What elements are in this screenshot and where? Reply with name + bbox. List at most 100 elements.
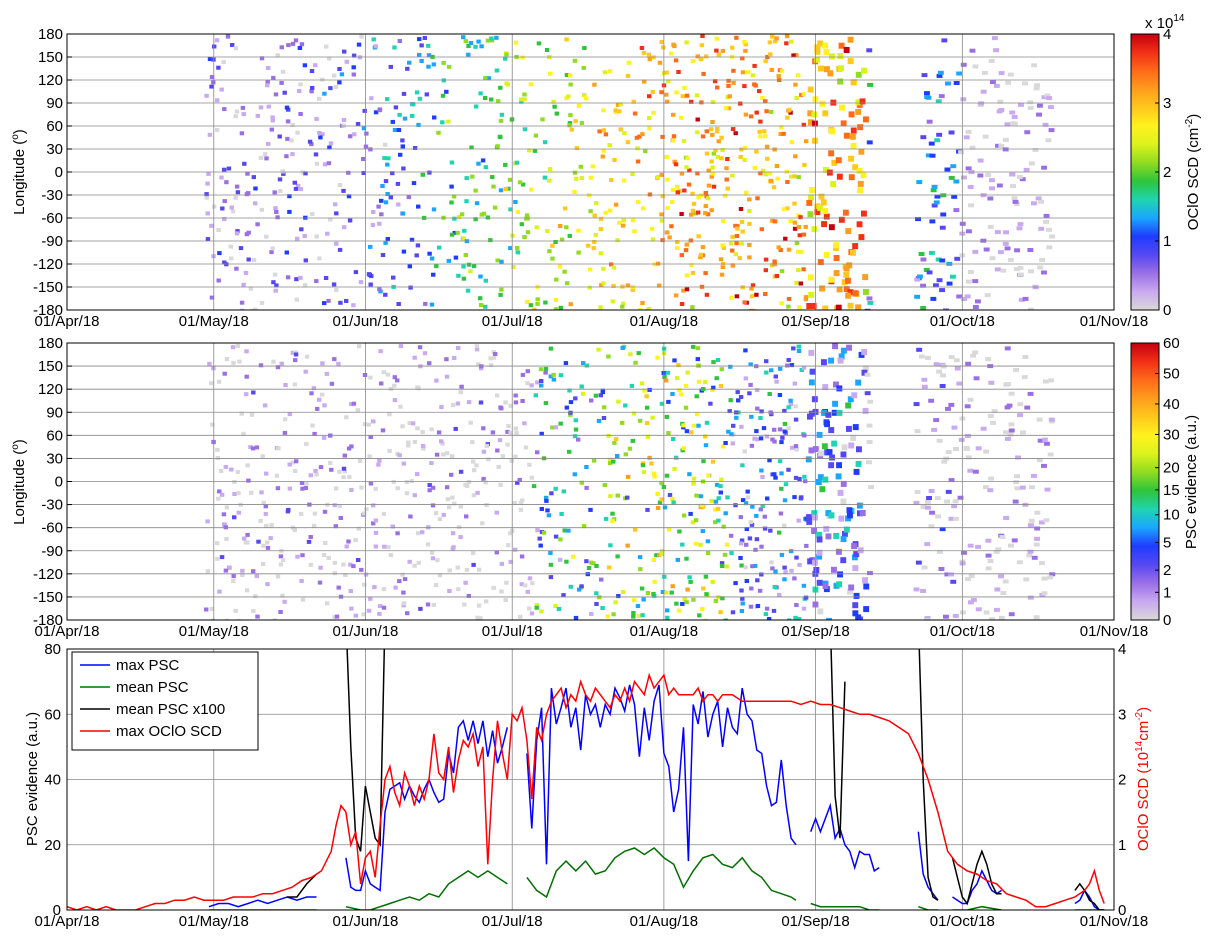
heatmap-cell-middle-704	[691, 597, 696, 602]
heatmap-cell-top-208	[351, 65, 356, 70]
heatmap-cell-middle-288	[412, 563, 417, 568]
heatmap-cell-middle-1077	[859, 510, 866, 516]
heatmap-cell-middle-9	[209, 381, 214, 386]
colorbar-middle-bar	[1130, 342, 1160, 621]
heatmap-cell-top-1016	[847, 302, 854, 309]
heatmap-cell-top-1147	[977, 158, 984, 163]
heatmap-cell-top-225	[369, 96, 374, 101]
heatmap-cell-top-735	[713, 148, 718, 153]
heatmap-cell-middle-955	[805, 456, 812, 463]
heatmap-cell-top-414	[506, 186, 511, 191]
heatmap-cell-top-687	[693, 211, 698, 216]
heatmap-cell-top-116	[284, 105, 290, 110]
heatmap-cell-top-1125	[966, 229, 972, 234]
heatmap-cell-middle-769	[718, 484, 723, 489]
heatmap-cell-middle-10	[210, 422, 215, 427]
heatmap-cell-middle-381	[476, 567, 482, 572]
heatmap-cell-top-209	[353, 270, 359, 275]
heatmap-cell-middle-15	[217, 489, 222, 494]
heatmap-cell-middle-1084	[866, 460, 872, 465]
x-ticks-top: 01/Apr/18 01/May/18 01/Jun/18 01/Jul/18 01/A…	[34, 313, 1148, 330]
heatmap-cell-top-7	[204, 192, 209, 197]
heatmap-cell-middle-454	[525, 381, 530, 386]
heatmap-cell-top-1139	[972, 64, 979, 69]
heatmap-cell-top-1095	[939, 288, 945, 293]
heatmap-cell-middle-630	[652, 474, 657, 479]
heatmap-cell-top-930	[801, 232, 807, 237]
heatmap-cell-middle-980	[816, 531, 823, 538]
heatmap-cell-middle-754	[714, 482, 720, 487]
heatmap-cell-middle-30	[223, 568, 229, 573]
heatmap-cell-middle-1220	[1014, 486, 1021, 491]
heatmap-cell-middle-547	[594, 564, 599, 568]
heatmap-cell-top-201	[341, 118, 347, 122]
heatmap-cell-top-1129	[964, 294, 971, 299]
heatmap-cell-top-1201	[1019, 177, 1026, 182]
heatmap-cell-top-46	[233, 46, 239, 51]
heatmap-cell-middle-945	[803, 595, 809, 600]
heatmap-cell-top-179	[327, 145, 332, 150]
heatmap-cell-middle-715	[694, 394, 699, 399]
heatmap-cell-top-707	[698, 57, 703, 62]
heatmap-cell-top-317	[432, 115, 437, 120]
heatmap-cell-middle-1255	[1036, 417, 1043, 422]
heatmap-cell-middle-716	[697, 613, 702, 618]
heatmap-cell-top-1149	[981, 70, 988, 75]
heatmap-cell-top-1050	[866, 140, 873, 145]
heatmap-cell-top-604	[650, 226, 655, 231]
heatmap-cell-top-324	[440, 120, 445, 125]
heatmap-cell-top-135	[292, 180, 297, 185]
heatmap-cell-top-1067	[920, 306, 927, 310]
heatmap-cell-top-37	[226, 166, 232, 171]
heatmap-cell-top-544	[601, 128, 606, 133]
heatmap-cell-middle-139	[304, 354, 310, 359]
heatmap-cell-top-375	[478, 274, 483, 279]
heatmap-cell-top-512	[579, 121, 585, 125]
heatmap-cell-top-911	[796, 249, 801, 254]
heatmap-cell-middle-484	[543, 495, 549, 500]
heatmap-cell-top-556	[611, 284, 616, 288]
heatmap-cell-top-629	[666, 79, 671, 84]
heatmap-cell-top-449	[527, 148, 532, 153]
heatmap-cell-middle-585	[623, 403, 628, 408]
heatmap-cell-middle-1127	[941, 459, 948, 464]
heatmap-cell-top-796	[739, 219, 745, 224]
heatmap-cell-middle-1016	[833, 381, 839, 388]
heatmap-cell-middle-151	[313, 468, 318, 473]
heatmap-cell-middle-729	[701, 459, 706, 464]
heatmap-cell-middle-1072	[855, 460, 862, 467]
heatmap-cell-top-881	[783, 236, 788, 241]
heatmap-cell-middle-343	[451, 545, 456, 550]
heatmap-cell-middle-1111	[929, 510, 935, 515]
heatmap-cell-top-109	[277, 134, 282, 139]
heatmap-cell-middle-899	[782, 577, 787, 582]
heatmap-cell-top-230	[368, 244, 373, 249]
heatmap-cell-top-355	[466, 262, 472, 267]
heatmap-cell-top-1173	[998, 144, 1005, 148]
heatmap-cell-middle-849	[757, 588, 763, 593]
heatmap-cell-middle-246	[377, 604, 383, 608]
heatmap-cell-top-129	[295, 183, 301, 188]
heatmap-cell-top-527	[593, 232, 598, 237]
heatmap-cell-top-86	[266, 66, 271, 70]
heatmap-cell-top-909	[794, 280, 799, 285]
heatmap-cell-top-128	[287, 194, 292, 199]
heatmap-cell-top-332	[444, 89, 449, 94]
heatmap-cell-top-550	[611, 265, 617, 270]
heatmap-cell-middle-1169	[967, 468, 974, 473]
heatmap-cell-middle-786	[730, 441, 735, 446]
heatmap-cell-middle-379	[474, 463, 479, 468]
heatmap-cell-middle-1133	[945, 489, 952, 494]
heatmap-cell-top-569	[621, 218, 626, 223]
heatmap-cell-top-1022	[852, 164, 859, 171]
heatmap-cell-middle-1229	[1016, 560, 1023, 565]
heatmap-cell-top-814	[748, 114, 754, 119]
heatmap-cell-middle-265	[395, 378, 400, 383]
heatmap-cell-middle-861	[762, 526, 768, 531]
heatmap-cell-top-883	[784, 41, 789, 46]
heatmap-cell-middle-223	[362, 582, 367, 587]
heatmap-cell-top-1196	[1017, 222, 1024, 227]
heatmap-cell-middle-19	[219, 492, 225, 497]
heatmap-cell-middle-842	[752, 436, 757, 441]
series-0-segment-0	[208, 896, 317, 908]
